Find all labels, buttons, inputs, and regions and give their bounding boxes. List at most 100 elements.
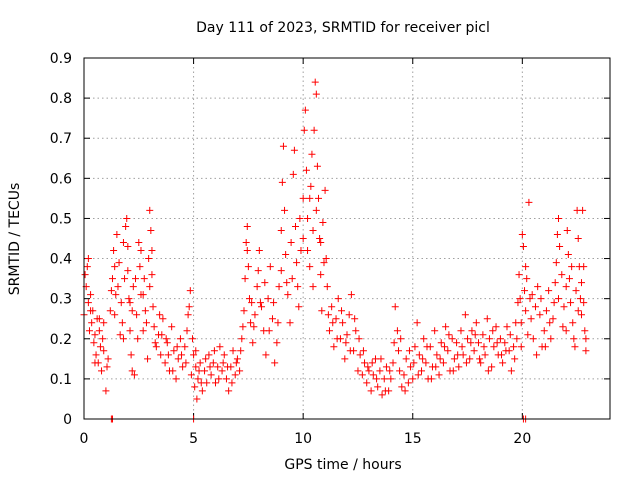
data-point (346, 347, 354, 355)
data-point (210, 347, 218, 355)
data-point (317, 271, 325, 279)
data-point (546, 319, 554, 327)
data-point (466, 355, 474, 363)
data-point (148, 247, 156, 255)
data-point (358, 371, 366, 379)
data-point (436, 355, 444, 363)
data-point (254, 267, 262, 275)
data-point (368, 359, 376, 367)
y-tick-label: 0 (63, 412, 72, 428)
data-point (401, 387, 409, 395)
data-point (345, 311, 353, 319)
data-point (207, 371, 215, 379)
data-point (304, 214, 312, 222)
data-point (229, 347, 237, 355)
data-point (266, 263, 274, 271)
data-point (307, 182, 315, 190)
data-point (455, 363, 463, 371)
data-point (304, 247, 312, 255)
data-point (193, 395, 201, 403)
data-point (533, 351, 541, 359)
data-point (410, 359, 418, 367)
data-point (187, 371, 195, 379)
data-point (315, 194, 323, 202)
data-point (396, 367, 404, 375)
data-point (554, 295, 562, 303)
data-point (162, 335, 170, 343)
data-point (397, 335, 405, 343)
data-point (576, 295, 584, 303)
data-point (420, 335, 428, 343)
data-point (449, 367, 457, 375)
data-point (139, 327, 147, 335)
data-point (498, 351, 506, 359)
data-point (475, 339, 482, 347)
data-point (140, 275, 148, 283)
data-point (324, 311, 332, 319)
data-point (476, 355, 484, 363)
data-point (458, 343, 466, 351)
data-point (309, 226, 317, 234)
data-point (558, 271, 566, 279)
data-point (253, 283, 261, 291)
data-point (378, 391, 386, 399)
data-point (159, 315, 167, 323)
data-point (242, 239, 250, 247)
data-point (168, 323, 176, 331)
data-point (526, 295, 534, 303)
data-point (288, 275, 296, 283)
data-point (216, 343, 224, 351)
data-point (517, 343, 525, 351)
data-point (338, 307, 346, 315)
data-point (374, 383, 382, 391)
data-point (114, 283, 122, 291)
data-point (376, 367, 384, 375)
data-point (103, 363, 111, 371)
data-point (124, 267, 132, 275)
x-axis-ticks: 0 5 10 15 20 (80, 58, 531, 447)
data-point (150, 323, 158, 331)
data-point (107, 287, 115, 295)
data-point (390, 339, 398, 347)
data-point (173, 343, 181, 351)
data-point (524, 331, 532, 339)
data-point (277, 226, 285, 234)
data-point (232, 359, 240, 367)
y-axis-ticks: 0 0.1 0.2 0.3 0.4 0.5 0.6 0.7 0.8 0.9 (50, 51, 610, 428)
data-point (90, 339, 98, 347)
data-point (442, 323, 450, 331)
data-point (113, 230, 121, 238)
data-point (333, 335, 341, 343)
data-point (95, 315, 103, 323)
data-point (88, 319, 96, 327)
data-point (202, 355, 210, 363)
data-point (513, 335, 521, 343)
data-series-srmtid (80, 78, 590, 423)
data-point (291, 222, 299, 230)
data-point (146, 283, 154, 291)
data-point (361, 359, 369, 367)
data-point (330, 343, 338, 351)
data-point (198, 387, 206, 395)
data-point (574, 307, 582, 315)
data-point (205, 351, 213, 359)
y-tick-label: 0.3 (50, 292, 72, 308)
data-point (123, 214, 131, 222)
data-point (367, 387, 375, 395)
data-point (220, 351, 228, 359)
x-tick-label: 0 (80, 431, 89, 447)
data-point (490, 343, 498, 351)
data-point (567, 299, 575, 307)
data-point (141, 307, 149, 315)
data-point (144, 355, 152, 363)
data-point (92, 351, 100, 359)
data-point (158, 331, 166, 339)
data-point (245, 295, 253, 303)
data-point (179, 363, 187, 371)
data-point (323, 283, 331, 291)
data-point (222, 375, 230, 383)
data-point (128, 367, 136, 375)
data-point (284, 291, 292, 299)
data-point (364, 363, 372, 371)
data-point (299, 235, 307, 242)
